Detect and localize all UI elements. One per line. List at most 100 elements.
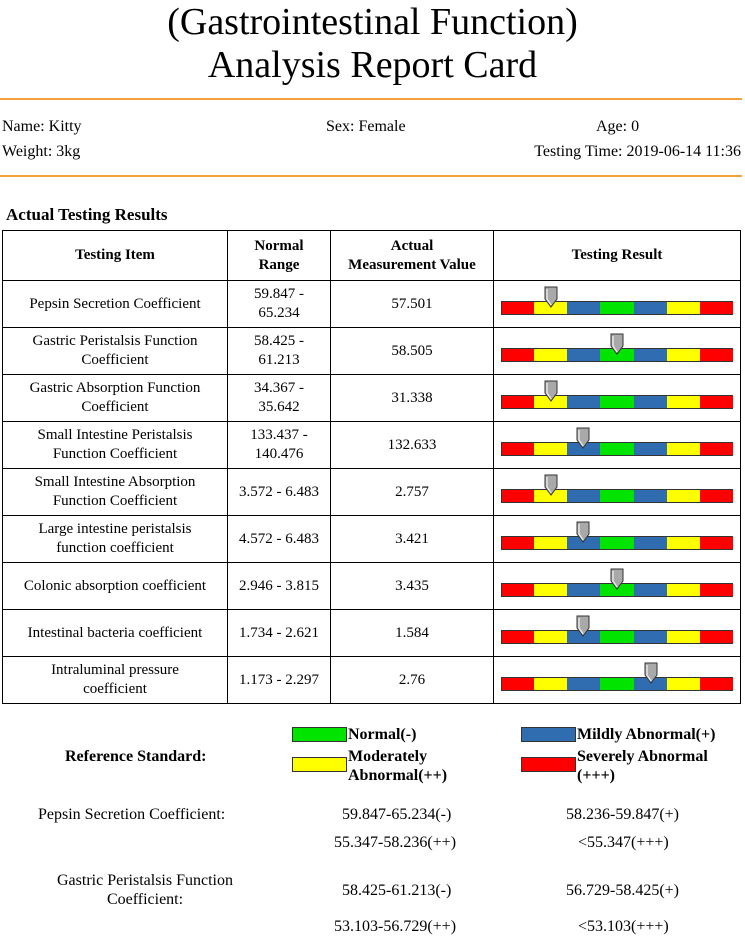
scale-segment <box>633 583 668 597</box>
results-heading: Actual Testing Results <box>6 205 168 224</box>
cell-measurement-value: 2.76 <box>330 656 494 704</box>
legend-moderate: Moderately Abnormal(++) <box>348 747 447 785</box>
item-line-2: function coefficient <box>56 540 174 556</box>
cell-normal-range: 59.847 - 65.234 <box>227 280 331 328</box>
scale-segment <box>600 489 635 503</box>
scale-segment <box>666 583 701 597</box>
scale-segment <box>534 442 568 456</box>
scale-segment <box>534 536 568 550</box>
scale-segment <box>633 395 668 409</box>
scale-segment <box>567 395 601 409</box>
header-actual-value-l1: Actual <box>390 237 434 254</box>
cell-normal-range: 58.425 - 61.213 <box>227 327 331 375</box>
scale-segment <box>501 301 535 315</box>
cell-testing-result <box>493 327 741 375</box>
cell-measurement-value: 3.435 <box>330 562 494 610</box>
scale-segment <box>600 630 635 644</box>
cell-testing-result <box>493 656 741 704</box>
scale-segment <box>633 301 668 315</box>
cell-normal-range: 3.572 - 6.483 <box>227 468 331 516</box>
item-line-2: coefficient <box>83 681 147 697</box>
table-row: Pepsin Secretion Coefficient 59.847 - 65.2… <box>2 280 741 328</box>
item-line-1: Gastric Absorption Function <box>29 380 201 396</box>
legend-severe-l2: (+++) <box>577 767 616 784</box>
cell-normal-range: 1.173 - 2.297 <box>227 656 331 704</box>
header-testing-item: Testing Item <box>2 230 228 281</box>
ref-pepsin-mild: 58.236-59.847(+) <box>566 806 680 823</box>
scale-segment <box>534 677 568 691</box>
result-scale-bar <box>501 286 734 315</box>
patient-name: Name: Kitty <box>2 118 82 135</box>
table-row: Small Intestine Absorption Function Coeff… <box>2 468 741 516</box>
result-scale-bar <box>501 474 734 503</box>
legend-normal: Normal(-) <box>348 726 417 743</box>
patient-weight: Weight: 3kg <box>2 143 81 160</box>
testing-time: Testing Time: 2019-06-14 11:36 <box>534 143 741 160</box>
cell-testing-result <box>493 280 741 328</box>
cell-normal-range: 34.367 - 35.642 <box>227 374 331 422</box>
scale-segment <box>501 395 535 409</box>
result-scale-bar <box>501 521 734 550</box>
range-line-2: 65.234 <box>258 305 300 321</box>
scale-segment <box>501 348 535 362</box>
cell-testing-result <box>493 421 741 469</box>
cell-measurement-value: 1.584 <box>330 609 494 657</box>
result-pointer-icon <box>644 662 658 684</box>
item-line-1: Intestinal bacteria coefficient <box>27 624 203 641</box>
cell-measurement-value: 132.633 <box>330 421 494 469</box>
scale-segment <box>666 395 701 409</box>
legend-swatch-mild <box>521 727 576 742</box>
scale-segment <box>534 348 568 362</box>
scale-segment <box>501 583 535 597</box>
header-actual-value: Actual Measurement Value <box>330 230 494 281</box>
header-normal-range-l1: Normal <box>254 237 304 254</box>
scale-segment <box>699 489 734 503</box>
scale-segment <box>600 301 635 315</box>
item-line-2: Function Coefficient <box>52 493 178 509</box>
scale-segment <box>501 536 535 550</box>
legend-moderate-l2: Abnormal(++) <box>348 767 448 784</box>
result-pointer-icon <box>544 474 558 496</box>
scale-segment <box>666 489 701 503</box>
scale-segment <box>567 677 601 691</box>
scale-segment <box>633 489 668 503</box>
item-line-1: Small Intestine Peristalsis <box>37 427 193 443</box>
range-line-2: 61.213 <box>258 352 300 368</box>
table-header-row: Testing Item Normal Range Actual Measure… <box>2 230 741 281</box>
ref-pepsin-moderate: 55.347-58.236(++) <box>334 834 457 851</box>
scale-segment <box>633 630 668 644</box>
scale-segment <box>666 442 701 456</box>
scale-segment <box>699 395 734 409</box>
range-line-2: 140.476 <box>254 446 304 462</box>
range-line-1: 4.572 - 6.483 <box>239 530 319 547</box>
cell-testing-result <box>493 374 741 422</box>
ref-gastric-normal: 58.425-61.213(-) <box>342 882 452 899</box>
cell-testing-result <box>493 562 741 610</box>
legend-mild: Mildly Abnormal(+) <box>577 726 716 743</box>
legend-swatch-severe <box>521 757 576 772</box>
cell-testing-item: Colonic absorption coefficient <box>2 562 228 610</box>
range-line-1: 58.425 - <box>254 333 304 349</box>
ref-pepsin-name: Pepsin Secretion Coefficient: <box>38 806 226 823</box>
cell-testing-item: Gastric Peristalsis Function Coefficient <box>2 327 228 375</box>
item-line-2: Coefficient <box>81 399 149 415</box>
result-pointer-icon <box>576 615 590 637</box>
legend-swatch-normal <box>292 727 347 742</box>
header-normal-range-l2: Range <box>258 256 300 273</box>
scale-segment <box>567 489 601 503</box>
item-line-1: Pepsin Secretion Coefficient <box>29 295 201 312</box>
scale-segment <box>600 677 635 691</box>
cell-normal-range: 4.572 - 6.483 <box>227 515 331 563</box>
ref-gastric-severe: <53.103(+++) <box>578 918 669 935</box>
result-scale-bar <box>501 568 734 597</box>
table-row: Colonic absorption coefficient 2.946 - 3.… <box>2 562 741 610</box>
scale-segment <box>534 630 568 644</box>
result-scale-bar <box>501 662 734 691</box>
cell-testing-item: Pepsin Secretion Coefficient <box>2 280 228 328</box>
range-line-1: 2.946 - 3.815 <box>239 577 319 594</box>
scale-segment <box>600 536 635 550</box>
cell-normal-range: 2.946 - 3.815 <box>227 562 331 610</box>
scale-segment <box>501 489 535 503</box>
scale-segment <box>699 583 734 597</box>
scale-segment <box>699 677 734 691</box>
